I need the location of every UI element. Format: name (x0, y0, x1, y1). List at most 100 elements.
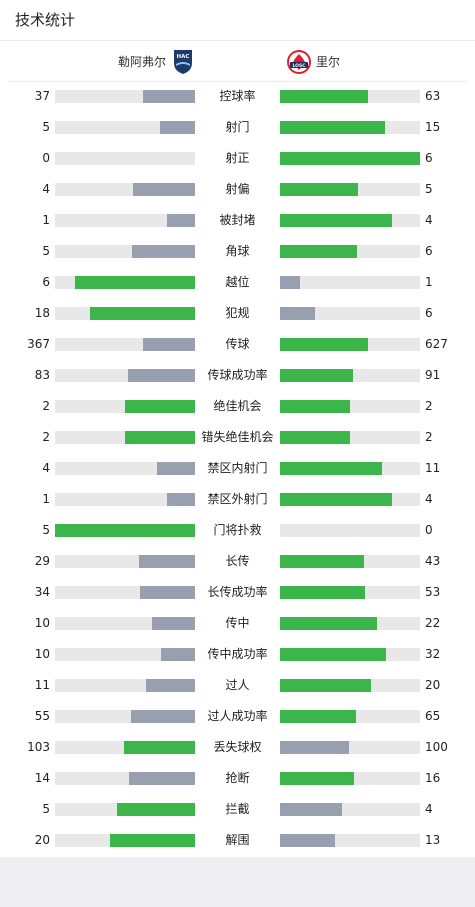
home-stat-bar-fill (127, 369, 195, 382)
home-stat-value: 103 (27, 740, 50, 754)
home-stat-value: 20 (34, 833, 50, 847)
stat-name: 越位 (225, 275, 250, 289)
away-stat-bar-fill (280, 338, 369, 351)
away-stat-bar (280, 524, 420, 537)
away-stat-value: 63 (425, 89, 441, 103)
home-stat-value: 367 (27, 337, 50, 351)
away-stat-value: 16 (425, 771, 441, 785)
home-stat-bar-fill (139, 555, 195, 568)
home-stat-bar-fill (143, 338, 195, 351)
away-stat-bar (280, 431, 420, 444)
stat-name: 射偏 (225, 182, 250, 196)
home-stat-bar-fill (132, 245, 195, 258)
home-stat-bar (55, 183, 195, 196)
home-stat-value: 55 (34, 709, 50, 723)
away-stat-bar (280, 152, 420, 165)
home-stat-value: 0 (42, 151, 50, 165)
stat-row: 83 传球成功率 91 (0, 360, 475, 391)
home-stat-value: 1 (42, 213, 50, 227)
stat-name: 解围 (225, 833, 250, 847)
away-stat-bar (280, 555, 420, 568)
home-stat-value: 4 (42, 182, 50, 196)
away-stat-value: 4 (425, 802, 433, 816)
home-stat-bar-fill (167, 493, 195, 506)
away-stat-bar-fill (280, 834, 335, 847)
home-stat-bar (55, 307, 195, 320)
home-stat-bar-fill (146, 679, 195, 692)
home-stat-bar (55, 524, 195, 537)
home-stat-bar-fill (125, 400, 195, 413)
away-stat-bar (280, 710, 420, 723)
away-stat-bar-fill (280, 493, 392, 506)
stat-row: 55 过人成功率 65 (0, 701, 475, 732)
away-stat-bar-fill (280, 710, 356, 723)
stat-row: 10 传中 22 (0, 608, 475, 639)
stat-name: 长传 (225, 554, 250, 568)
home-stat-bar-fill (160, 121, 195, 134)
home-stat-bar-fill (123, 741, 195, 754)
home-stat-bar-fill (167, 214, 195, 227)
stat-name: 抢断 (225, 771, 250, 785)
away-stat-bar (280, 462, 420, 475)
home-stat-value: 10 (34, 647, 50, 661)
away-stat-value: 91 (425, 368, 441, 382)
away-stat-value: 20 (425, 678, 441, 692)
home-stat-bar-fill (130, 710, 195, 723)
away-stat-bar (280, 276, 420, 289)
away-stat-value: 6 (425, 244, 433, 258)
home-stat-bar-fill (140, 586, 195, 599)
home-team-name[interactable]: 勒阿弗尔 (118, 55, 167, 69)
away-stat-bar-fill (280, 462, 383, 475)
stat-name: 禁区内射门 (207, 461, 268, 475)
away-stat-bar (280, 369, 420, 382)
home-stat-bar (55, 400, 195, 413)
stat-name: 被封堵 (219, 213, 256, 227)
home-stat-bar (55, 338, 195, 351)
away-stat-bar (280, 493, 420, 506)
away-stat-bar-fill (280, 307, 315, 320)
away-team-name[interactable]: 里尔 (316, 55, 341, 69)
away-stat-bar (280, 586, 420, 599)
away-stat-value: 2 (425, 399, 433, 413)
home-stat-value: 5 (42, 244, 50, 258)
home-stat-value: 6 (42, 275, 50, 289)
home-stat-bar-fill (125, 431, 195, 444)
stat-row: 29 长传 43 (0, 546, 475, 577)
home-stat-bar (55, 245, 195, 258)
home-stat-bar (55, 276, 195, 289)
home-stat-bar (55, 493, 195, 506)
away-team-logo-icon[interactable]: LOSC (286, 49, 312, 75)
stat-name: 传球 (225, 337, 250, 351)
home-stat-value: 2 (42, 430, 50, 444)
away-stat-value: 0 (425, 523, 433, 537)
home-stat-bar (55, 369, 195, 382)
away-stat-bar-fill (280, 90, 369, 103)
stat-row: 20 解围 13 (0, 825, 475, 856)
home-stat-bar (55, 121, 195, 134)
away-stat-bar-fill (280, 431, 350, 444)
away-stat-value: 15 (425, 120, 441, 134)
home-stat-bar (55, 803, 195, 816)
stat-row: 11 过人 20 (0, 670, 475, 701)
away-stat-bar-fill (280, 276, 300, 289)
stat-row: 5 角球 6 (0, 236, 475, 267)
away-stat-value: 1 (425, 275, 433, 289)
away-stat-value: 100 (425, 740, 448, 754)
away-stat-bar-fill (280, 617, 377, 630)
away-stat-bar-fill (280, 214, 392, 227)
stat-name: 传中成功率 (207, 647, 268, 661)
home-stat-value: 5 (42, 120, 50, 134)
home-stat-bar (55, 679, 195, 692)
stat-row: 103 丢失球权 100 (0, 732, 475, 763)
home-stat-bar (55, 214, 195, 227)
away-stat-bar (280, 121, 420, 134)
home-team-logo-icon[interactable]: HAC (172, 49, 194, 75)
stat-name: 过人 (225, 678, 250, 692)
home-stat-value: 83 (34, 368, 50, 382)
away-stat-bar-fill (280, 741, 349, 754)
stat-name: 角球 (225, 244, 250, 258)
stat-name: 传中 (225, 616, 250, 630)
away-stat-bar-fill (280, 555, 364, 568)
home-stat-bar-fill (157, 462, 195, 475)
stat-name: 射正 (225, 151, 250, 165)
